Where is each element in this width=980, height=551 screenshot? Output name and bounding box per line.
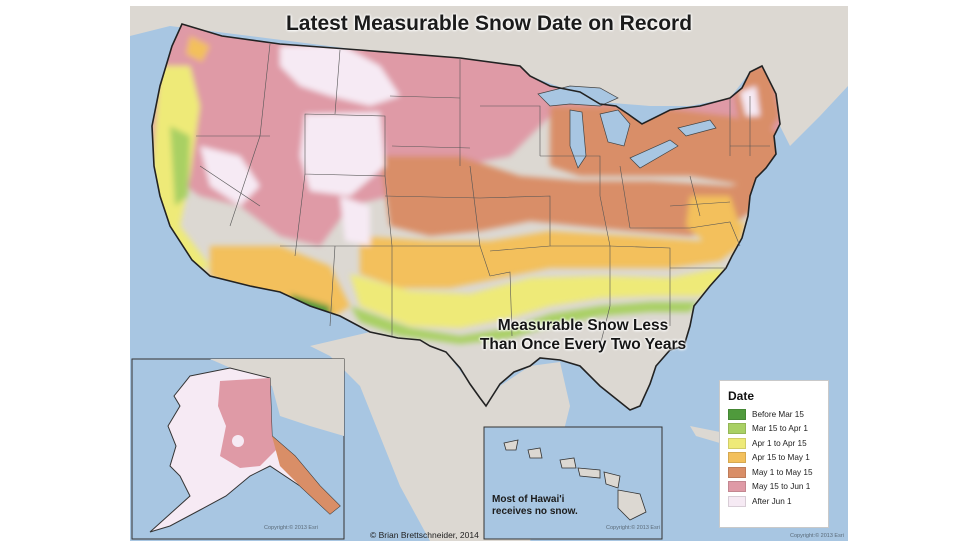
hawaii-inset [483, 426, 663, 540]
legend-swatch [728, 408, 746, 420]
legend-item: May 15 to Jun 1 [728, 480, 828, 495]
hawaii-note-line-1: Most of Hawai'i [492, 494, 565, 505]
annotation-line-2: Than Once Every Two Years [479, 336, 687, 353]
legend-item: Apr 1 to Apr 15 [728, 436, 828, 451]
legend-title: Date [728, 389, 755, 403]
legend-swatch [728, 437, 746, 449]
legend: Date Before Mar 15 Mar 15 to Apr 1 Apr 1 t… [719, 380, 829, 528]
annotation-line-1: Measurable Snow Less [497, 317, 669, 334]
map-esri-copyright: Copyright:© 2013 Esri [790, 533, 844, 539]
legend-item: Apr 15 to May 1 [728, 451, 828, 466]
legend-label: Mar 15 to Apr 1 [752, 424, 808, 434]
legend-item: May 1 to May 15 [728, 465, 828, 480]
legend-swatch [728, 423, 746, 435]
map-canvas [130, 6, 848, 541]
legend-label: Apr 15 to May 1 [752, 453, 810, 463]
legend-label: May 1 to May 15 [752, 467, 813, 477]
legend-item: After Jun 1 [728, 494, 828, 509]
legend-swatch [728, 452, 746, 464]
legend-swatch [728, 466, 746, 478]
great-lakes [537, 85, 717, 169]
legend-label: May 15 to Jun 1 [752, 482, 811, 492]
legend-label: After Jun 1 [752, 496, 792, 506]
hawaii-note-line-2: receives no snow. [492, 506, 578, 517]
legend-item: Before Mar 15 [728, 407, 828, 422]
hawaii-esri-copyright: Copyright:© 2013 Esri [606, 525, 660, 531]
legend-item: Mar 15 to Apr 1 [728, 422, 828, 437]
alaska-inset [131, 358, 345, 540]
state-borders [196, 43, 770, 347]
conus-outline [151, 23, 781, 411]
legend-swatch [728, 481, 746, 493]
hawaii-note: Most of Hawai'i receives no snow. [492, 494, 592, 518]
snow-date-map: Latest Measurable Snow Date on Record Me… [130, 6, 848, 541]
map-title: Latest Measurable Snow Date on Record [285, 12, 693, 35]
author-credit: © Brian Brettschneider, 2014 [370, 530, 479, 540]
legend-swatch [728, 495, 746, 507]
no-snow-annotation: Measurable Snow Less Than Once Every Two… [448, 316, 718, 354]
legend-label: Apr 1 to Apr 15 [752, 438, 807, 448]
legend-label: Before Mar 15 [752, 409, 804, 419]
canada-land [130, 6, 848, 146]
alaska-esri-copyright: Copyright:© 2013 Esri [264, 525, 318, 531]
legend-items: Before Mar 15 Mar 15 to Apr 1 Apr 1 to Apr… [720, 407, 828, 509]
